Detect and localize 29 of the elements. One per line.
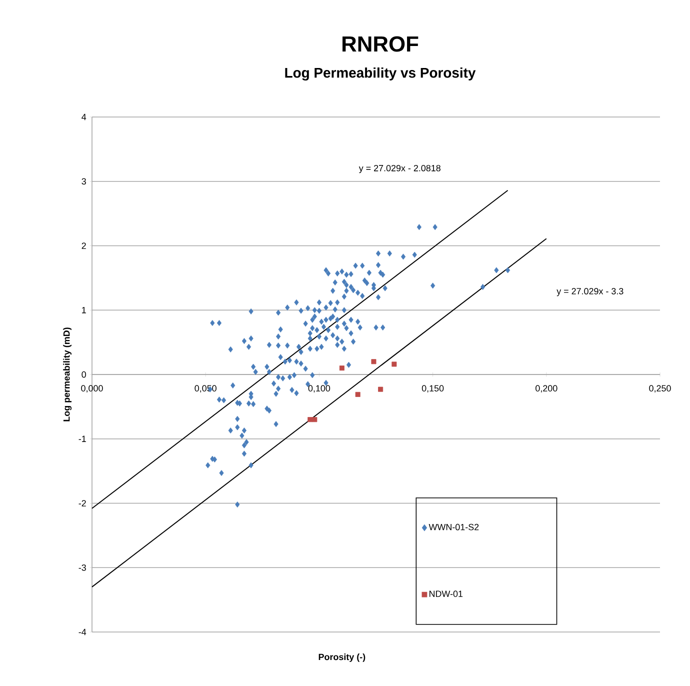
y-tick-label: 4 xyxy=(82,114,86,120)
x-tick-label: 0,100 xyxy=(308,385,330,393)
point xyxy=(371,359,376,364)
x-tick-label: 0,150 xyxy=(422,385,444,393)
y-tick-label: 2 xyxy=(82,242,86,249)
point xyxy=(312,417,318,422)
y-tick-label: 1 xyxy=(82,307,86,314)
x-axis-title: Porosity (-) xyxy=(318,654,366,662)
chart-title: RNROF xyxy=(342,36,418,52)
x-tick-label: 0,000 xyxy=(81,385,103,393)
point xyxy=(355,392,360,397)
y-axis-title: Log permeability (mD) xyxy=(63,328,72,422)
y-tick-label: 3 xyxy=(82,178,86,185)
y-tick-label: -2 xyxy=(78,500,86,506)
x-tick-label: 0,250 xyxy=(649,385,671,393)
y-tick-label: -1 xyxy=(78,436,86,442)
legend-label: NDW-01 xyxy=(429,590,463,597)
point xyxy=(378,386,384,392)
point xyxy=(339,366,344,371)
point xyxy=(392,362,397,367)
legend-label: WWN-01-S2 xyxy=(428,524,479,530)
annotation: y = 27.029x - 3.3 xyxy=(556,288,624,296)
chart-subtitle: Log Permeability vs Porosity xyxy=(285,67,476,81)
annotation: y = 27.029x - 2.0818 xyxy=(358,164,440,174)
y-tick-label: -3 xyxy=(78,564,86,571)
point xyxy=(308,417,313,422)
x-tick-label: 0,200 xyxy=(536,385,558,393)
y-tick-label: 0 xyxy=(82,371,86,378)
y-tick-label: -4 xyxy=(78,628,86,636)
